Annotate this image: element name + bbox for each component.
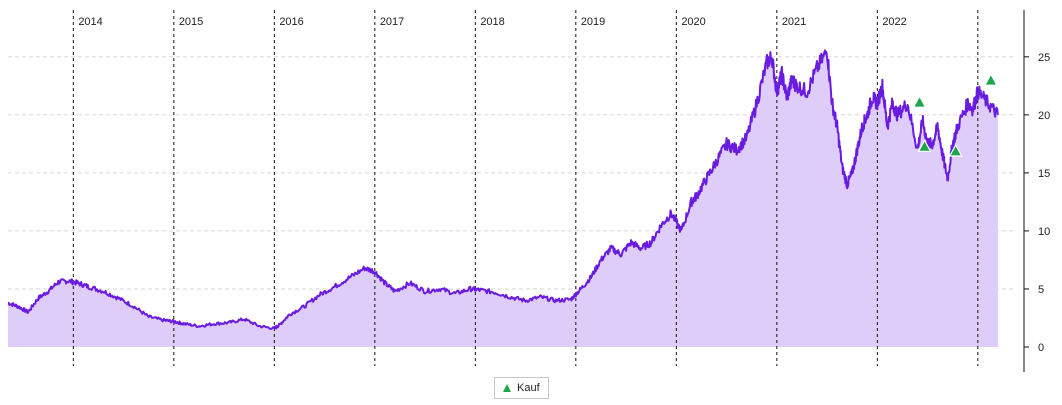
x-tick-label: 2016 — [279, 16, 303, 28]
x-tick-label: 2017 — [380, 16, 404, 28]
x-axis: 2014 2015 2016 2017 2018 2019 2020 2021 2022 — [78, 16, 906, 28]
buy-marker — [917, 139, 932, 152]
marker-layer — [912, 72, 998, 157]
y-tick-label: 15 — [1038, 168, 1050, 180]
series-line — [7, 49, 999, 330]
y-tick-label: 20 — [1038, 110, 1050, 122]
y-tick-label: 5 — [1038, 284, 1044, 296]
buy-marker — [983, 72, 998, 86]
triangle-up-icon — [503, 384, 511, 392]
buy-marker — [912, 94, 927, 108]
x-tick-label: 2018 — [480, 16, 504, 28]
x-tick-label: 2019 — [581, 16, 605, 28]
y-tick-label: 0 — [1038, 342, 1044, 354]
x-tick-label: 2014 — [78, 16, 102, 28]
y-tick-label: 10 — [1038, 226, 1050, 238]
series-area — [8, 50, 998, 348]
chart-legend[interactable]: Kauf — [494, 377, 549, 399]
area-layer — [8, 50, 998, 348]
y-tick-label: 25 — [1038, 52, 1050, 64]
series-line-layer — [7, 49, 999, 330]
y-axis: 0 5 10 15 20 25 — [1023, 10, 1050, 372]
x-tick-label: 2015 — [179, 16, 203, 28]
x-tick-label: 2021 — [782, 16, 806, 28]
buy-marker — [948, 143, 963, 157]
legend-label-kauf: Kauf — [517, 382, 540, 394]
x-tick-label: 2020 — [681, 16, 705, 28]
x-tick-label: 2022 — [882, 16, 906, 28]
year-divider-layer — [72, 10, 979, 366]
